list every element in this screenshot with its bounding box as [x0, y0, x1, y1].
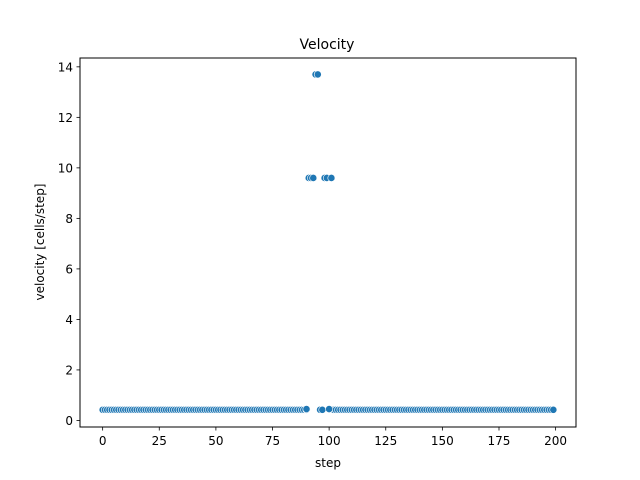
y-tick-label: 0	[65, 414, 73, 428]
data-point	[327, 174, 336, 182]
x-tick-label: 25	[152, 434, 167, 448]
x-tick-label: 0	[99, 434, 107, 448]
y-tick-label: 12	[58, 111, 73, 125]
data-point	[318, 405, 327, 414]
chart-title: Velocity	[300, 37, 355, 53]
data-point	[313, 70, 322, 79]
x-tick-label: 200	[544, 434, 567, 448]
y-axis-title: velocity [cells/step]	[33, 184, 47, 301]
x-tick-label: 150	[431, 434, 454, 448]
y-tick-label: 14	[58, 60, 73, 74]
data-point	[325, 405, 334, 413]
y-tick-label: 6	[65, 262, 73, 276]
data-point	[309, 174, 318, 182]
y-axis-ticks: 0 2 4 6 8 10 12 14	[58, 60, 80, 428]
x-tick-label: 125	[374, 434, 397, 448]
x-tick-label: 175	[488, 434, 511, 448]
points-layer	[98, 70, 558, 414]
data-point	[302, 405, 311, 413]
x-tick-label: 100	[318, 434, 341, 448]
data-point	[549, 405, 558, 414]
x-axis-ticks: 0 25 50 75 100 125 150 175 200	[99, 427, 567, 448]
y-tick-label: 4	[65, 313, 73, 327]
y-tick-label: 10	[58, 161, 73, 175]
y-tick-label: 2	[65, 363, 73, 377]
x-axis-title: step	[315, 456, 341, 470]
y-tick-label: 8	[65, 212, 73, 226]
x-tick-label: 50	[208, 434, 223, 448]
x-tick-label: 75	[265, 434, 280, 448]
plot-frame	[79, 57, 577, 428]
